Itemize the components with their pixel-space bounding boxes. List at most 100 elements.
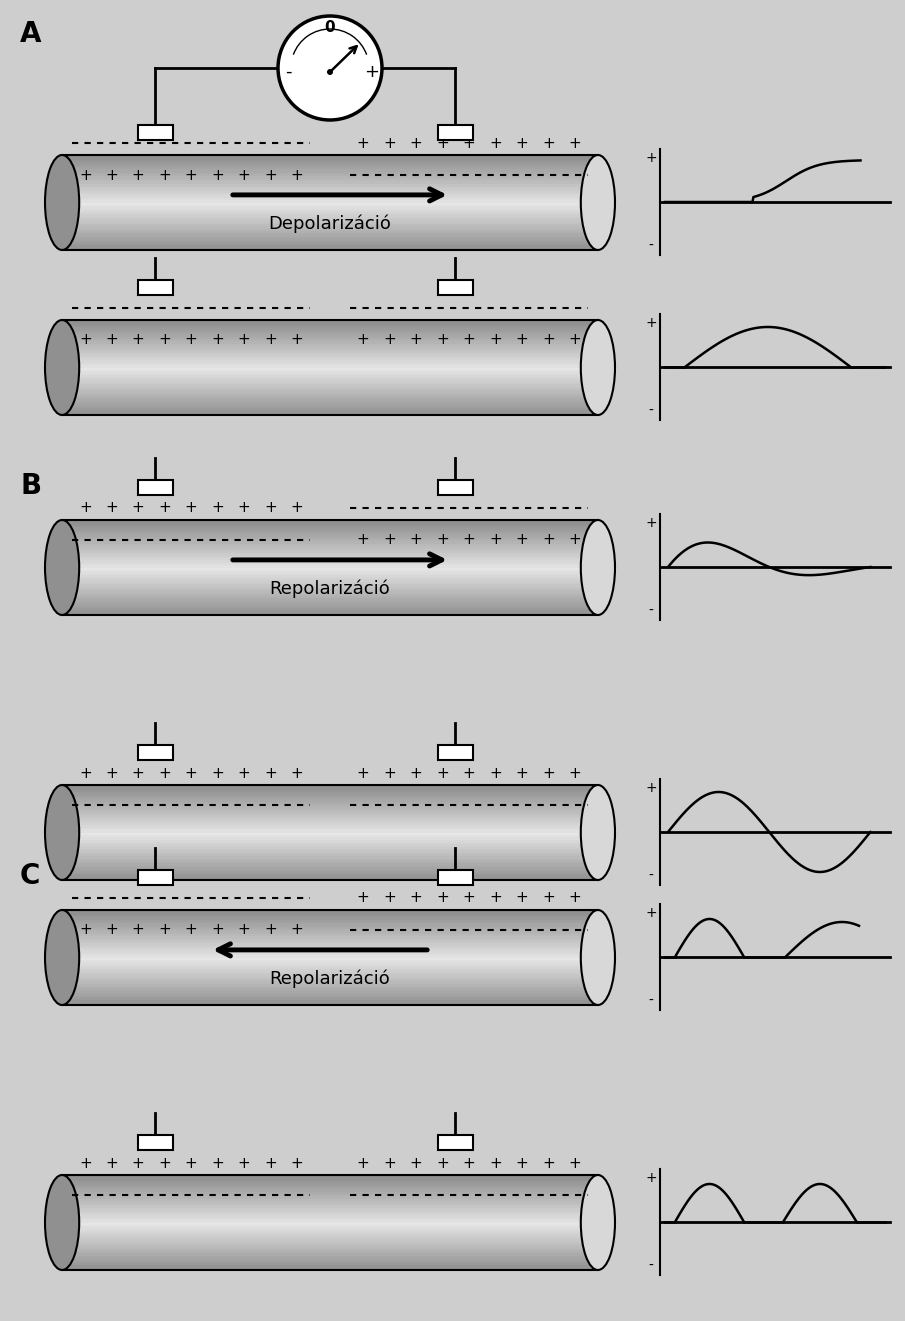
Text: +: + — [185, 501, 197, 515]
Text: +: + — [568, 890, 581, 905]
Text: +: + — [436, 532, 449, 547]
Text: +: + — [645, 1170, 657, 1185]
Bar — [62, 403, 598, 406]
Bar — [62, 1251, 598, 1254]
Bar — [62, 406, 598, 408]
Bar — [62, 823, 598, 826]
Bar — [62, 589, 598, 592]
Bar — [62, 222, 598, 225]
Bar — [62, 946, 598, 948]
Bar — [62, 332, 598, 334]
Text: +: + — [357, 136, 369, 151]
Bar — [62, 160, 598, 162]
Bar — [62, 162, 598, 165]
Bar — [62, 325, 598, 328]
Text: +: + — [132, 501, 145, 515]
Text: +: + — [489, 765, 501, 781]
Bar — [62, 910, 598, 913]
Text: +: + — [568, 1156, 581, 1170]
Text: -: - — [285, 63, 291, 81]
Text: Repolarizáció: Repolarizáció — [270, 579, 390, 597]
Bar — [62, 223, 598, 227]
Text: +: + — [211, 168, 224, 182]
Bar — [62, 544, 598, 547]
Text: +: + — [291, 501, 303, 515]
Bar — [62, 830, 598, 834]
Text: +: + — [489, 333, 501, 347]
Bar — [62, 246, 598, 248]
Bar — [62, 1230, 598, 1232]
Text: +: + — [237, 168, 251, 182]
Bar — [62, 394, 598, 396]
Text: -: - — [649, 1259, 653, 1273]
Bar — [62, 962, 598, 966]
Text: +: + — [79, 333, 91, 347]
Bar — [62, 976, 598, 979]
Bar — [62, 375, 598, 378]
Bar — [62, 592, 598, 594]
Text: +: + — [264, 922, 277, 938]
Bar — [62, 165, 598, 168]
Text: +: + — [410, 765, 423, 781]
Text: +: + — [384, 765, 396, 781]
Ellipse shape — [45, 910, 80, 1005]
Bar — [62, 243, 598, 246]
Text: +: + — [264, 1156, 277, 1170]
Bar — [62, 384, 598, 387]
Text: Repolarizáció: Repolarizáció — [270, 970, 390, 988]
Text: +: + — [357, 890, 369, 905]
Bar — [62, 1258, 598, 1262]
Text: +: + — [436, 1156, 449, 1170]
Bar — [62, 1000, 598, 1003]
Bar — [62, 563, 598, 565]
Bar — [62, 565, 598, 568]
Text: +: + — [489, 890, 501, 905]
Text: +: + — [211, 1156, 224, 1170]
Text: +: + — [462, 890, 475, 905]
Bar — [62, 859, 598, 861]
Bar — [62, 593, 598, 597]
Bar — [62, 919, 598, 922]
Bar — [62, 873, 598, 876]
Bar — [437, 280, 472, 295]
Text: +: + — [568, 333, 581, 347]
Bar — [62, 199, 598, 203]
Bar — [62, 587, 598, 589]
Bar — [62, 937, 598, 939]
Bar — [62, 1242, 598, 1244]
Text: +: + — [410, 1156, 423, 1170]
Bar — [138, 745, 173, 760]
Text: +: + — [237, 333, 251, 347]
Ellipse shape — [45, 155, 80, 250]
Text: +: + — [291, 922, 303, 938]
Bar — [62, 787, 598, 790]
Bar — [62, 184, 598, 186]
Bar — [62, 785, 598, 787]
Text: +: + — [211, 333, 224, 347]
Bar — [62, 841, 598, 845]
Bar — [62, 604, 598, 606]
Bar — [62, 349, 598, 351]
Bar — [62, 229, 598, 231]
Bar — [62, 530, 598, 532]
Text: +: + — [384, 532, 396, 547]
Text: +: + — [158, 501, 171, 515]
Bar — [62, 205, 598, 207]
Bar — [62, 929, 598, 931]
Text: +: + — [79, 922, 91, 938]
Bar — [62, 575, 598, 577]
Text: +: + — [516, 890, 529, 905]
Bar — [62, 952, 598, 955]
Bar — [62, 361, 598, 363]
Bar — [62, 569, 598, 573]
Text: +: + — [264, 765, 277, 781]
Bar — [437, 871, 472, 885]
Bar — [62, 835, 598, 838]
Bar — [62, 536, 598, 539]
Bar — [62, 391, 598, 394]
Bar — [138, 1135, 173, 1151]
Bar — [62, 802, 598, 804]
Bar — [62, 387, 598, 390]
Bar — [62, 941, 598, 943]
Text: +: + — [410, 890, 423, 905]
